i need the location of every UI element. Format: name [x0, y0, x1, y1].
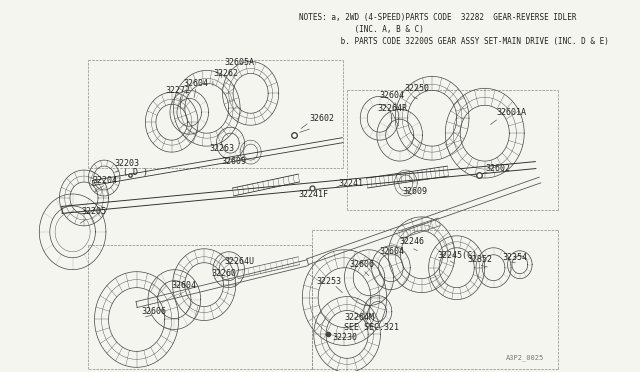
Text: 32250: 32250 — [404, 84, 429, 93]
Text: 32264U: 32264U — [224, 257, 254, 266]
Text: 32245(C): 32245(C) — [437, 251, 477, 260]
Text: b. PARTS CODE 32200S GEAR ASSY SET-MAIN DRIVE (INC. D & E): b. PARTS CODE 32200S GEAR ASSY SET-MAIN … — [299, 36, 609, 45]
Text: SEE SEC.321: SEE SEC.321 — [344, 323, 399, 332]
Text: 32205: 32205 — [81, 208, 106, 217]
Text: 32601A: 32601A — [496, 108, 526, 117]
Text: 32604: 32604 — [380, 91, 404, 100]
Text: A3P2_0025: A3P2_0025 — [506, 355, 545, 361]
Text: 32609: 32609 — [221, 157, 246, 166]
Text: 32604: 32604 — [380, 247, 404, 256]
Text: 32352: 32352 — [467, 255, 492, 264]
Text: 32230: 32230 — [332, 333, 357, 342]
Text: 32264R: 32264R — [378, 104, 408, 113]
Text: 32602: 32602 — [309, 114, 334, 123]
Text: 32241F: 32241F — [299, 190, 329, 199]
Text: 32272: 32272 — [166, 86, 191, 95]
Text: 32263: 32263 — [209, 144, 234, 153]
Text: (INC. A, B & C): (INC. A, B & C) — [299, 25, 424, 33]
Text: NOTES: a, 2WD (4-SPEED)PARTS CODE  32282  GEAR-REVERSE IDLER: NOTES: a, 2WD (4-SPEED)PARTS CODE 32282 … — [299, 13, 577, 22]
Text: 32606: 32606 — [349, 260, 374, 269]
Text: 32203: 32203 — [115, 158, 140, 167]
Text: ( D ): ( D ) — [124, 167, 148, 177]
Text: 32604: 32604 — [172, 281, 196, 290]
Text: 32604: 32604 — [183, 79, 208, 88]
Text: 32609: 32609 — [403, 187, 428, 196]
Text: 32602: 32602 — [486, 164, 511, 173]
Text: 32606: 32606 — [141, 307, 166, 316]
Text: 32204: 32204 — [92, 176, 117, 185]
Text: 32260: 32260 — [211, 269, 236, 278]
Text: 32354: 32354 — [502, 253, 527, 262]
Text: 32246: 32246 — [400, 237, 425, 246]
Text: 32264M: 32264M — [344, 313, 374, 322]
Text: 32262: 32262 — [213, 69, 238, 78]
Text: 32253: 32253 — [316, 277, 341, 286]
Text: 32241: 32241 — [339, 179, 364, 187]
Text: 32605A: 32605A — [224, 58, 254, 67]
